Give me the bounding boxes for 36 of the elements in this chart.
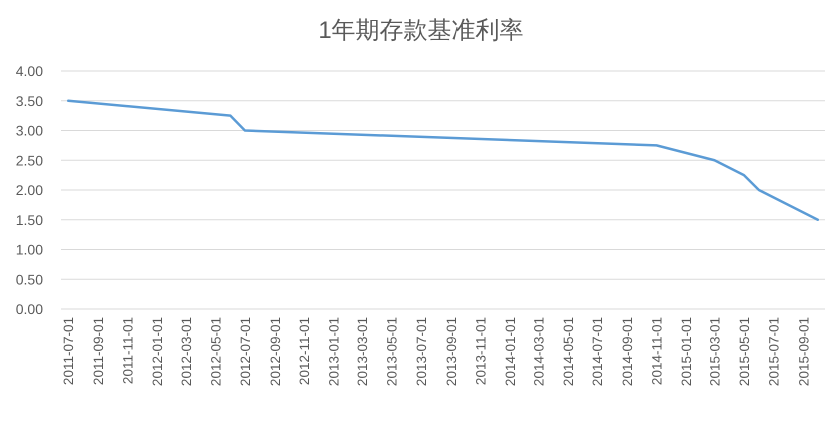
x-tick-label: 2014-11-01 [650,317,665,386]
x-tick-label: 2013-09-01 [444,317,459,386]
x-tick-label: 2014-01-01 [502,317,518,386]
x-tick-label: 2015-09-01 [796,317,812,386]
y-tick-label: 0.00 [16,301,44,317]
y-tick-label: 4.00 [16,63,44,79]
y-tick-label: 2.50 [16,152,44,168]
x-tick-label: 2012-09-01 [268,317,283,386]
x-tick-label: 2015-07-01 [766,317,782,386]
x-tick-label: 2014-03-01 [531,317,546,386]
y-tick-label: 1.50 [16,212,44,228]
y-tick-label: 0.50 [16,271,44,288]
x-tick-label: 2015-01-01 [679,317,694,386]
x-tick-label: 2012-07-01 [238,317,253,386]
x-tick-label: 2013-01-01 [326,317,342,386]
x-tick-label: 2015-05-01 [736,317,752,386]
x-tick-label: 2011-07-01 [61,317,76,386]
x-tick-label: 2014-07-01 [590,317,606,386]
y-tick-label: 3.00 [16,122,44,138]
x-tick-label: 2011-09-01 [91,317,106,386]
x-tick-label: 2012-11-01 [297,317,312,386]
x-tick-label: 2015-03-01 [707,317,722,386]
y-tick-label: 3.50 [16,92,44,109]
x-tick-label: 2012-05-01 [208,317,224,386]
x-tick-label: 2013-03-01 [355,317,370,386]
x-tick-label: 2014-05-01 [560,317,576,386]
chart-title: 1年期存款基准利率 [318,17,524,44]
x-tick-label: 2013-05-01 [384,317,400,386]
y-tick-label: 2.00 [16,182,44,198]
x-tick-label: 2013-07-01 [414,317,430,386]
x-tick-label: 2012-01-01 [150,317,166,386]
y-tick-label: 1.00 [16,242,44,258]
x-tick-label: 2012-03-01 [179,317,194,386]
x-tick-label: 2013-11-01 [473,317,488,386]
x-tick-label: 2014-09-01 [620,317,636,386]
x-tick-label: 2011-11-01 [120,317,136,384]
